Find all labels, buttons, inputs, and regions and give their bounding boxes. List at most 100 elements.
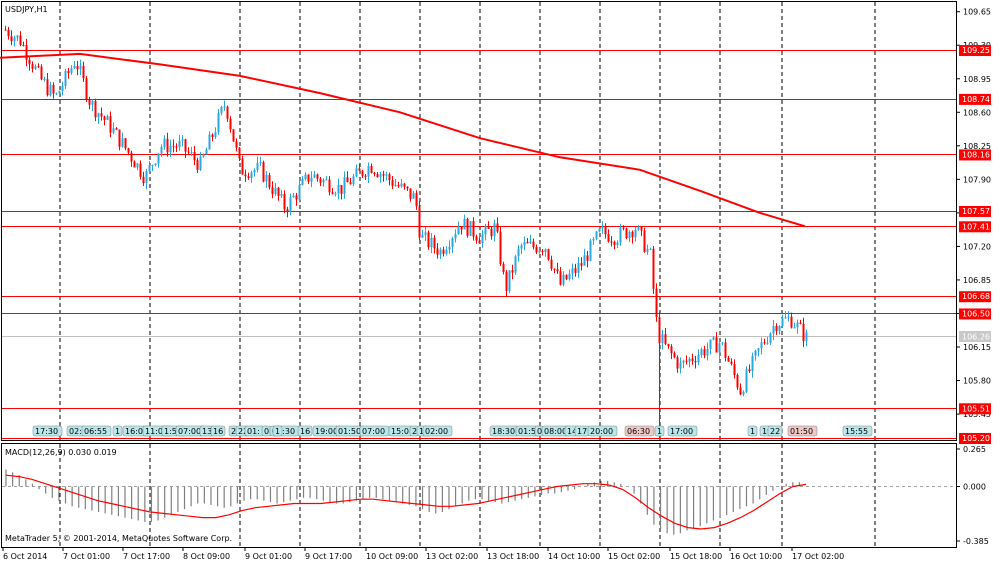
time-marker-box [787, 425, 818, 437]
candle-body [631, 231, 634, 238]
candle-body [661, 334, 664, 344]
price-level-label-bg [959, 433, 991, 444]
candle-body [181, 139, 184, 141]
candle-body [595, 231, 598, 239]
candle-body [322, 179, 325, 183]
candle-body [25, 45, 28, 60]
candle-body [88, 99, 91, 105]
time-marker-box [587, 425, 618, 437]
x-tick-label: 9 Oct 01:00 [245, 552, 292, 561]
candle-body [778, 326, 781, 332]
macd-y-tick-label: -0.385 [963, 537, 989, 546]
price-level-label: 105.20 [962, 434, 990, 443]
price-level-label: 106.50 [962, 309, 990, 318]
candle-body [718, 343, 721, 353]
y-tick-label: 107.20 [963, 242, 991, 251]
candle-body [727, 357, 730, 362]
candle-body [352, 176, 355, 185]
candle-body [457, 227, 460, 235]
time-marker-label: 1 [275, 427, 280, 436]
candle-body [574, 268, 577, 273]
candle-body [691, 358, 694, 362]
price-level-label-bg [959, 205, 991, 217]
candle-body [19, 35, 22, 46]
time-marker-label: 16 [300, 427, 310, 436]
candle-body [136, 163, 139, 168]
candle-body [124, 138, 127, 149]
candle-body [130, 152, 133, 162]
candle-body [247, 176, 250, 178]
time-marker-label: 01:5 [518, 427, 536, 436]
x-tick-label: 8 Oct 09:00 [183, 552, 230, 561]
time-marker-box [422, 425, 453, 437]
time-marker-box [81, 425, 112, 437]
candle-body [538, 250, 541, 253]
candle-body [220, 106, 223, 114]
candle-body [52, 84, 55, 94]
candle-body [49, 84, 52, 95]
price-level-label-bg [959, 149, 991, 161]
time-marker-label: 0 [264, 427, 269, 436]
price-level-label: 107.41 [962, 222, 990, 231]
macd-signal-line [5, 474, 807, 530]
candle-body [769, 333, 772, 343]
candle-body [478, 240, 481, 244]
candle-body [625, 228, 628, 239]
candle-body [268, 175, 271, 188]
time-marker-label: 1 [657, 427, 662, 436]
current-price-label-bg [959, 331, 991, 342]
candle-body [145, 171, 148, 183]
time-marker-label: 13 [202, 427, 212, 436]
candle-body [454, 234, 457, 239]
price-level-label: 105.51 [962, 404, 990, 413]
candle-body [442, 249, 445, 254]
candle-body [238, 147, 241, 159]
candle-body [271, 187, 274, 195]
candle-body [436, 248, 439, 255]
y-tick-label: 105.80 [963, 377, 991, 386]
candle-body [424, 232, 427, 235]
time-marker-label: 01:50 [338, 427, 361, 436]
candle-body [109, 116, 112, 133]
candle-body [706, 348, 709, 356]
candle-body [388, 174, 391, 181]
candle-body [481, 234, 484, 244]
time-marker-label: 06:55 [84, 427, 107, 436]
candle-body [169, 145, 172, 153]
price-levels [2, 50, 956, 439]
candle-body [361, 170, 364, 176]
candle-body [409, 188, 412, 199]
time-marker-box [667, 425, 698, 437]
candle-body [97, 113, 100, 118]
candle-body [340, 185, 343, 194]
candle-body [550, 259, 553, 269]
candle-body [55, 93, 58, 95]
candle-body [298, 184, 301, 200]
candle-body [742, 391, 745, 395]
candle-body [286, 209, 289, 212]
candle-body [466, 218, 469, 236]
candle-body [766, 342, 769, 344]
time-marker-label: 15:0 [391, 427, 409, 436]
candle-body [7, 29, 10, 37]
candle-body [586, 255, 589, 261]
candle-body [235, 141, 238, 148]
candle-body [196, 160, 199, 170]
candle-body [256, 163, 259, 170]
candle-body [802, 323, 805, 342]
time-marker-label: 18:30 [492, 427, 515, 436]
candle-body [601, 226, 604, 229]
candle-body [583, 255, 586, 266]
candle-body [277, 187, 280, 196]
candle-body [697, 354, 700, 363]
time-marker-label: 02: [69, 427, 82, 436]
candle-body [730, 361, 733, 364]
candle-body [373, 172, 376, 175]
candle-body [685, 360, 688, 362]
candle-body [58, 91, 61, 94]
x-tick-label: 17 Oct 02:00 [792, 552, 844, 561]
candle-body [670, 346, 673, 354]
candle-body [157, 153, 160, 164]
time-marker-label: 1 [750, 427, 755, 436]
